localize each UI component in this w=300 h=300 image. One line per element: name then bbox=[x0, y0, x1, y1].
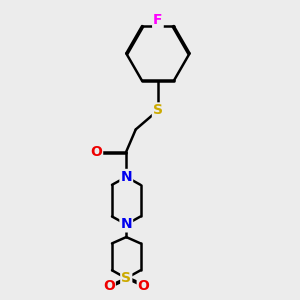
Text: N: N bbox=[120, 170, 132, 184]
Text: O: O bbox=[138, 279, 150, 293]
Text: F: F bbox=[153, 13, 163, 27]
Text: S: S bbox=[121, 271, 131, 285]
Text: S: S bbox=[153, 103, 163, 117]
Text: O: O bbox=[103, 279, 115, 293]
Text: O: O bbox=[90, 145, 102, 159]
Text: N: N bbox=[120, 218, 132, 231]
